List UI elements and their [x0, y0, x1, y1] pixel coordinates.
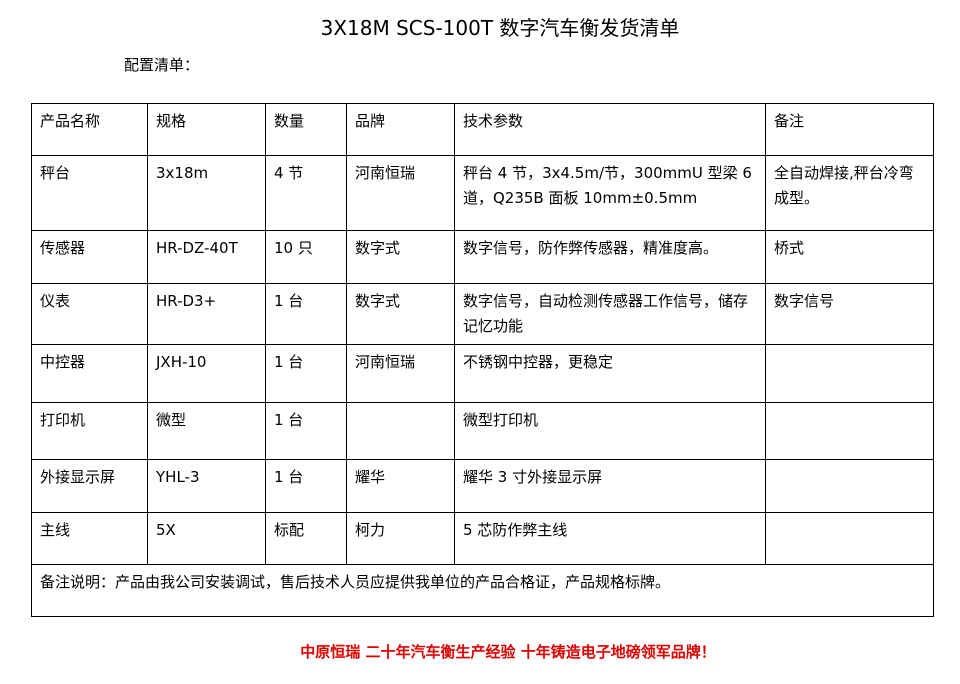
cell-remark: 备注: [765, 103, 934, 156]
table-row: 外接显示屏 YHL-3 1 台耀华 耀华 3 寸外接显示屏: [31, 459, 934, 513]
header-row: 产品名称 规格 数量 品牌 技术参数 备注: [31, 103, 934, 156]
cell-qty: 10 只: [265, 230, 347, 284]
footer-slogan: 中原恒瑞 二十年汽车衡生产经验 十年铸造电子地磅领军品牌！: [300, 643, 716, 661]
cell-tech: 微型打印机: [454, 402, 766, 460]
cell-tech: 不锈钢中控器，更稳定: [454, 344, 766, 403]
cell-qty: 1 台: [265, 459, 347, 513]
cell-brand: 耀华: [346, 459, 455, 513]
cell-tech: 秤台 4 节，3x4.5m/节，300mmU 型梁 6 道，Q235B 面板 1…: [454, 155, 766, 231]
cell-brand: 数字式: [346, 283, 455, 345]
cell-spec: HR-DZ-40T: [147, 230, 266, 284]
table-row: 传感器 HR-DZ-40T 10 只数字式 数字信号，防作弊传感器，精准度高。 桥式: [31, 230, 934, 284]
cell-remark: [765, 402, 934, 460]
cell-tech: 耀华 3 寸外接显示屏: [454, 459, 766, 513]
table-row: 中控器 JXH-10 1 台河南恒瑞 不锈钢中控器，更稳定: [31, 344, 934, 403]
cell-name: 传感器: [31, 230, 148, 284]
table-row: 主线 5X 标配 柯力 5 芯防作弊主线: [31, 512, 934, 565]
cell-qty: 4 节: [265, 155, 347, 231]
cell-name: 主线: [31, 512, 148, 565]
cell-spec: 5X: [147, 512, 266, 565]
cell-name: 产品名称: [31, 103, 148, 156]
note-row: 备注说明：产品由我公司安装调试，售后技术人员应提供我单位的产品合格证，产品规格标…: [31, 564, 934, 617]
cell-qty: 数量: [265, 103, 347, 156]
cell-name: 秤台: [31, 155, 148, 231]
cell-brand: 河南恒瑞: [346, 344, 455, 403]
cell-remark: 全自动焊接,秤台冷弯成型。: [765, 155, 934, 231]
note: 备注说明：产品由我公司安装调试，售后技术人员应提供我单位的产品合格证，产品规格标…: [31, 564, 934, 617]
cell-name: 仪表: [31, 283, 148, 345]
cell-brand: 柯力: [346, 512, 455, 565]
page-title: 3X18M SCS-100T 数字汽车衡发货清单: [320, 16, 680, 40]
cell-tech: 技术参数: [454, 103, 766, 156]
cell-remark: 桥式: [765, 230, 934, 284]
cell-spec: YHL-3: [147, 459, 266, 513]
cell-name: 中控器: [31, 344, 148, 403]
cell-brand: 数字式: [346, 230, 455, 284]
table-row: 秤台 3x18m 4 节河南恒瑞 秤台 4 节，3x4.5m/节，300mmU 型梁 …: [31, 155, 934, 231]
cell-brand: [346, 402, 455, 460]
cell-remark: 数字信号: [765, 283, 934, 345]
cell-remark: [765, 459, 934, 513]
cell-qty: 1 台: [265, 283, 347, 345]
subtitle: 配置清单：: [124, 56, 200, 74]
cell-spec: HR-D3+: [147, 283, 266, 345]
cell-qty: 标配: [265, 512, 347, 565]
cell-remark: [765, 512, 934, 565]
cell-tech: 5 芯防作弊主线: [454, 512, 766, 565]
cell-brand: 河南恒瑞: [346, 155, 455, 231]
cell-tech: 数字信号，自动检测传感器工作信号，储存记忆功能: [454, 283, 766, 345]
cell-remark: [765, 344, 934, 403]
cell-spec: JXH-10: [147, 344, 266, 403]
cell-brand: 品牌: [346, 103, 455, 156]
config-table: 产品名称 规格 数量 品牌 技术参数 备注 秤台 3x18m 4 节河南恒瑞 秤台 4 节，3x4…: [31, 103, 934, 617]
cell-spec: 3x18m: [147, 155, 266, 231]
cell-name: 打印机: [31, 402, 148, 460]
table-row: 打印机 微型 1 台 微型打印机: [31, 402, 934, 460]
cell-spec: 微型: [147, 402, 266, 460]
cell-qty: 1 台: [265, 344, 347, 403]
cell-tech: 数字信号，防作弊传感器，精准度高。: [454, 230, 766, 284]
cell-qty: 1 台: [265, 402, 347, 460]
cell-spec: 规格: [147, 103, 266, 156]
table-row: 仪表 HR-D3+ 1 台数字式 数字信号，自动检测传感器工作信号，储存记忆功能 数字信…: [31, 283, 934, 345]
cell-name: 外接显示屏: [31, 459, 148, 513]
